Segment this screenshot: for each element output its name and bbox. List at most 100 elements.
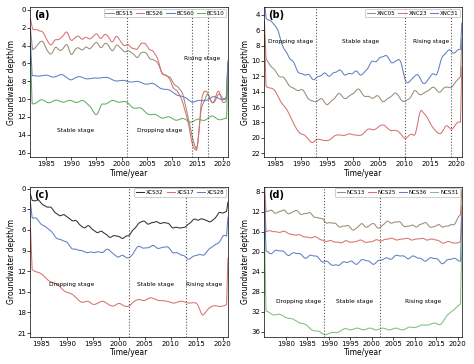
XNC23 <box>313 138 319 143</box>
XCS28 <box>117 254 123 259</box>
XCS32 <box>78 224 84 228</box>
Line: XNC05: XNC05 <box>264 21 462 105</box>
Legend: BCS15, BCS26, BCS60, BCS10: BCS15, BCS26, BCS60, BCS10 <box>104 9 226 17</box>
XNC05 <box>262 19 267 23</box>
NCS31 <box>410 325 416 330</box>
Line: BCS26: BCS26 <box>30 19 228 150</box>
Line: XCS17: XCS17 <box>30 229 228 315</box>
NCS13 <box>459 187 465 191</box>
XCS17 <box>78 300 84 304</box>
XCS17 <box>159 298 165 303</box>
NCS25 <box>410 238 416 242</box>
XNC05 <box>297 88 302 92</box>
NCS13 <box>312 215 318 219</box>
XCS17 <box>200 313 206 317</box>
Text: Dropping stage: Dropping stage <box>137 128 182 133</box>
NCS31 <box>262 229 267 234</box>
XCS28 <box>159 245 165 250</box>
BCS26 <box>176 92 182 96</box>
NCS31 <box>459 241 465 245</box>
BCS15 <box>78 48 84 52</box>
NCS36 <box>336 263 341 268</box>
Text: (a): (a) <box>35 10 50 20</box>
Y-axis label: Groundwater depth/m: Groundwater depth/m <box>7 219 16 304</box>
XNC05 <box>459 37 465 41</box>
NCS31 <box>297 321 302 325</box>
NCS25 <box>459 203 465 208</box>
XCS28 <box>186 257 191 261</box>
NCS36 <box>459 215 465 219</box>
NCS25 <box>440 241 446 245</box>
XCS17 <box>144 297 150 301</box>
XNC31 <box>421 82 427 86</box>
XCS17 <box>225 256 231 261</box>
Text: Stable stage: Stable stage <box>57 128 95 133</box>
BCS10 <box>27 55 33 59</box>
Line: NCS36: NCS36 <box>264 201 462 265</box>
Text: Dropping stage: Dropping stage <box>49 282 95 288</box>
BCS15 <box>193 146 199 151</box>
BCS10 <box>225 73 231 77</box>
Y-axis label: Groundwater depth/m: Groundwater depth/m <box>241 219 250 304</box>
BCS26 <box>78 37 84 41</box>
Line: BCS15: BCS15 <box>30 30 228 149</box>
NCS25 <box>351 240 356 244</box>
NCS25 <box>312 234 318 239</box>
BCS10 <box>63 99 68 104</box>
BCS60 <box>176 94 182 98</box>
BCS10 <box>117 100 123 104</box>
Line: NCS25: NCS25 <box>264 192 462 243</box>
BCS26 <box>63 30 68 35</box>
XCS28 <box>225 215 231 219</box>
NCS36 <box>312 254 318 258</box>
XNC23 <box>310 141 315 145</box>
Legend: XCS32, XCS17, XCS28: XCS32, XCS17, XCS28 <box>135 188 226 197</box>
BCS10 <box>144 111 150 116</box>
Text: Rising stage: Rising stage <box>405 299 441 304</box>
NCS13 <box>297 211 302 215</box>
X-axis label: Time/year: Time/year <box>110 348 148 357</box>
BCS10 <box>159 116 165 120</box>
XNC31 <box>312 77 318 81</box>
Text: (d): (d) <box>268 190 284 199</box>
XNC23 <box>262 33 267 37</box>
XCS32 <box>177 226 182 230</box>
Line: XNC31: XNC31 <box>264 0 462 84</box>
Text: Rising stage: Rising stage <box>184 56 221 62</box>
XCS32 <box>160 221 165 225</box>
XNC05 <box>378 98 384 102</box>
XCS17 <box>27 227 33 231</box>
XNC31 <box>262 0 267 3</box>
NCS25 <box>378 239 383 244</box>
NCS13 <box>351 228 356 232</box>
XNC31 <box>393 59 399 63</box>
NCS31 <box>378 326 384 331</box>
Y-axis label: Groundwater depth/m: Groundwater depth/m <box>7 40 16 124</box>
NCS31 <box>322 333 328 337</box>
NCS13 <box>378 225 384 229</box>
X-axis label: Time/year: Time/year <box>110 169 148 178</box>
BCS60 <box>144 82 150 86</box>
Legend: XNC05, XNC23, XNC31: XNC05, XNC23, XNC31 <box>365 9 460 17</box>
BCS26 <box>159 71 165 75</box>
BCS15 <box>144 52 150 56</box>
BCS15 <box>63 43 68 47</box>
Text: Dropping stage: Dropping stage <box>268 39 313 44</box>
XNC05 <box>394 91 400 96</box>
Text: Dropping stage: Dropping stage <box>276 299 321 304</box>
XNC23 <box>297 130 302 135</box>
BCS26 <box>225 60 231 65</box>
Line: NCS13: NCS13 <box>264 182 462 230</box>
BCS60 <box>225 61 231 65</box>
NCS31 <box>312 329 318 333</box>
BCS26 <box>117 38 123 42</box>
Text: Stable stage: Stable stage <box>336 299 373 304</box>
BCS26 <box>27 17 33 21</box>
XNC05 <box>324 103 330 107</box>
BCS15 <box>27 28 33 32</box>
XCS32 <box>63 213 68 218</box>
BCS15 <box>225 59 231 63</box>
NCS36 <box>351 261 357 265</box>
BCS60 <box>159 87 165 91</box>
NCS13 <box>351 228 357 232</box>
